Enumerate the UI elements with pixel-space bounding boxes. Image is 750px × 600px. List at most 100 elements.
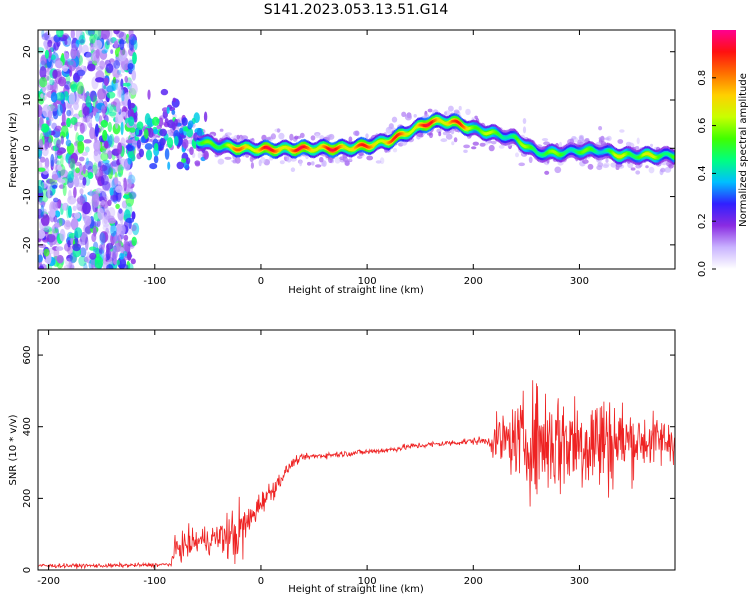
halo-blob: [445, 133, 453, 140]
halo-blob: [598, 126, 603, 131]
noise-blob: [100, 199, 106, 206]
noise-blob: [92, 107, 97, 117]
noise-blob: [53, 197, 59, 203]
noise-blob: [68, 92, 76, 106]
noise-blob: [89, 34, 96, 44]
noise-blob: [52, 69, 58, 79]
y-tick-label: 20: [22, 45, 33, 58]
noise-blob: [92, 248, 101, 255]
noise-blob: [107, 199, 112, 207]
noise-blob: [69, 158, 76, 171]
halo-blob: [479, 142, 486, 147]
noise-blob: [95, 77, 104, 83]
noise-blob: [82, 105, 90, 116]
noise-blob: [55, 246, 64, 251]
noise-blob: [94, 39, 103, 50]
early-blob: [157, 141, 162, 151]
spectrogram-ylabel: Frequency (Hz): [8, 112, 19, 188]
noise-blob: [125, 217, 135, 224]
noise-blob: [103, 205, 109, 214]
noise-blob: [128, 171, 133, 180]
noise-blob: [39, 264, 44, 269]
halo-blob: [598, 136, 605, 141]
halo-blob: [342, 157, 349, 162]
noise-blob: [116, 102, 121, 113]
noise-blob: [120, 216, 124, 225]
noise-blob: [53, 222, 62, 228]
halo-blob: [636, 137, 640, 145]
halo-blob: [463, 144, 470, 149]
noise-blob: [51, 225, 56, 234]
noise-blob: [84, 215, 92, 226]
halo-blob: [277, 128, 280, 133]
noise-blob: [55, 160, 61, 166]
noise-blob: [116, 69, 122, 76]
halo-blob: [286, 156, 292, 163]
halo-blob: [344, 160, 350, 167]
noise-blob: [77, 140, 85, 154]
noise-blob: [64, 39, 68, 46]
early-blob: [179, 127, 184, 134]
noise-blob: [54, 125, 62, 132]
noise-blob: [109, 187, 114, 196]
halo-blob: [605, 158, 609, 163]
noise-blob: [102, 129, 108, 142]
noise-blob: [83, 139, 92, 144]
noise-blob: [44, 157, 50, 169]
early-blob: [194, 160, 201, 166]
x-tick-label: 100: [358, 576, 377, 587]
halo-blob: [261, 134, 267, 141]
noise-blob: [41, 86, 47, 92]
noise-blob: [67, 261, 74, 269]
colorbar-tick-label: 0.8: [697, 70, 708, 86]
halo-blob: [375, 160, 382, 164]
noise-blob: [123, 240, 128, 251]
early-blob: [140, 136, 146, 143]
halo-blob: [528, 156, 533, 163]
halo-blob: [515, 152, 519, 158]
noise-blob: [113, 233, 121, 246]
noise-blob: [82, 201, 91, 215]
noise-blob: [42, 225, 50, 231]
halo-blob: [168, 131, 173, 137]
noise-blob: [89, 246, 97, 251]
noise-blob: [64, 81, 72, 90]
noise-blob: [75, 132, 80, 146]
early-blob: [182, 138, 189, 150]
noise-blob: [74, 212, 81, 219]
noise-blob: [97, 88, 106, 100]
noise-blob: [85, 51, 95, 62]
noise-blob: [113, 135, 120, 144]
noise-blob: [56, 104, 63, 117]
halo-blob: [619, 129, 625, 133]
noise-blob: [39, 66, 47, 79]
noise-blob: [92, 165, 100, 174]
noise-blob: [55, 201, 59, 209]
noise-blob: [61, 125, 69, 137]
snr-line: [38, 380, 675, 570]
noise-blob: [47, 39, 53, 48]
early-blob: [172, 97, 177, 103]
noise-blob: [91, 193, 100, 208]
colorbar-tick-label: 0.2: [697, 213, 708, 229]
noise-blob: [45, 82, 51, 91]
noise-blob: [113, 40, 119, 49]
noise-blob: [127, 251, 132, 261]
halo-blob: [442, 131, 448, 136]
noise-blob: [49, 79, 55, 86]
noise-blob: [133, 39, 138, 51]
noise-blob: [106, 38, 110, 46]
noise-blob: [121, 89, 125, 102]
y-tick-label: 600: [22, 346, 33, 365]
noise-blob: [75, 167, 80, 174]
early-blob: [174, 118, 178, 127]
noise-blob: [103, 214, 109, 225]
early-blob: [154, 143, 159, 151]
halo-blob: [648, 166, 655, 174]
noise-blob: [127, 63, 134, 70]
noise-blob: [107, 111, 117, 117]
noise-blob: [92, 226, 97, 237]
halo-blob: [365, 133, 369, 139]
noise-blob: [110, 79, 118, 92]
